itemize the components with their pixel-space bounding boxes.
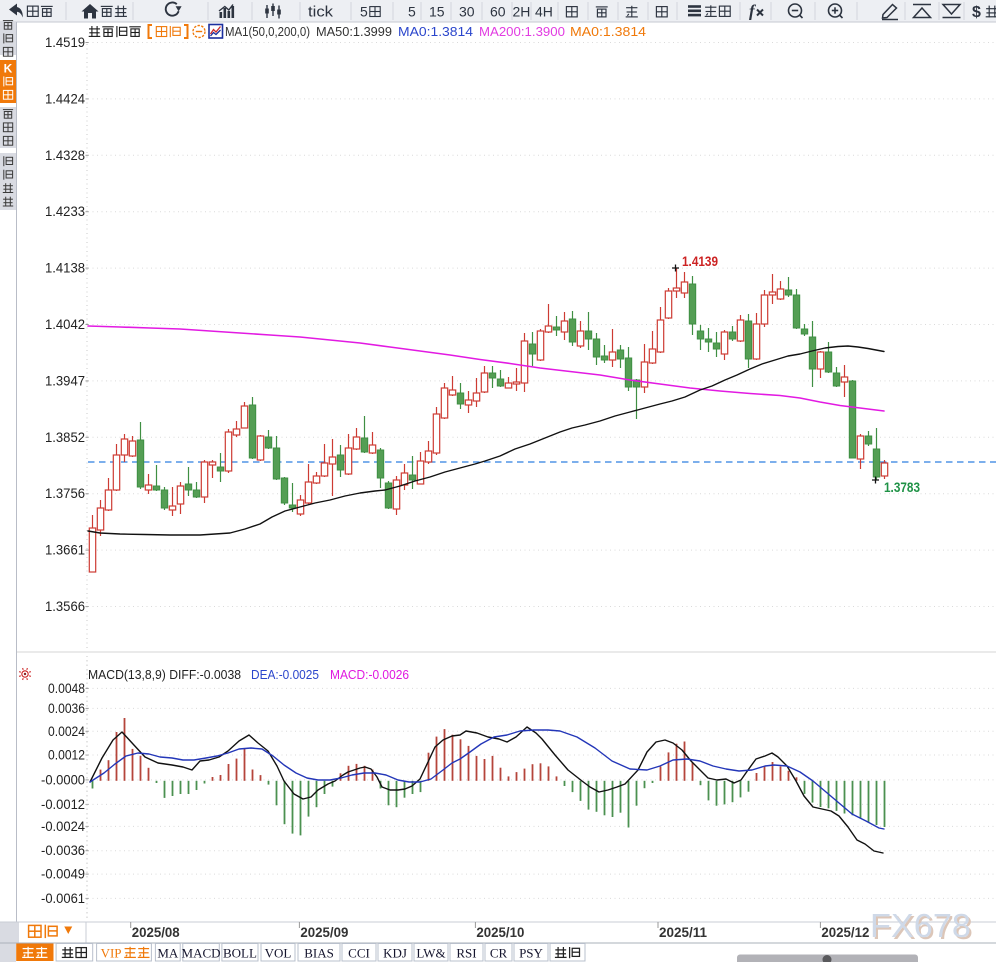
svg-text:2025/08: 2025/08 xyxy=(132,925,180,940)
svg-text:2025/10: 2025/10 xyxy=(476,925,524,940)
svg-text:KDJ: KDJ xyxy=(383,946,407,961)
svg-text:-0.0012: -0.0012 xyxy=(41,797,85,812)
svg-text:-0.0036: -0.0036 xyxy=(41,843,85,858)
svg-text:2H: 2H xyxy=(513,4,531,20)
svg-text:30: 30 xyxy=(459,4,475,20)
svg-text:1.4519: 1.4519 xyxy=(45,35,85,50)
svg-text:-0.0000: -0.0000 xyxy=(41,772,85,787)
svg-text:FX678: FX678 xyxy=(872,909,973,946)
svg-text:5: 5 xyxy=(360,4,368,20)
svg-text:2025/11: 2025/11 xyxy=(659,925,707,940)
svg-text:4H: 4H xyxy=(535,4,553,20)
svg-text:MACD:-0.0026: MACD:-0.0026 xyxy=(330,667,409,682)
svg-text:0.0048: 0.0048 xyxy=(48,681,85,696)
svg-text:FX678: FX678 xyxy=(870,907,971,944)
svg-text:PSY: PSY xyxy=(519,946,543,961)
svg-text:MA: MA xyxy=(157,946,179,961)
svg-text:1.3566: 1.3566 xyxy=(45,599,85,614)
svg-text:LW&: LW& xyxy=(416,946,445,961)
svg-text:1.3852: 1.3852 xyxy=(45,430,85,445)
svg-text:1.4042: 1.4042 xyxy=(45,317,85,332)
svg-text:15: 15 xyxy=(429,4,445,20)
svg-text:0.0036: 0.0036 xyxy=(48,701,85,716)
svg-text:RSI: RSI xyxy=(456,946,476,961)
svg-text:MA0:1.3814: MA0:1.3814 xyxy=(398,24,473,39)
svg-text:2025/09: 2025/09 xyxy=(300,925,348,940)
svg-text:5: 5 xyxy=(408,4,416,20)
svg-text:1.4328: 1.4328 xyxy=(45,148,85,163)
svg-text:0.0024: 0.0024 xyxy=(48,724,85,739)
svg-text:1.4138: 1.4138 xyxy=(45,261,85,276)
svg-text:VIP: VIP xyxy=(101,946,122,961)
svg-text:MA0:1.3814: MA0:1.3814 xyxy=(570,24,646,39)
svg-text:1.4139: 1.4139 xyxy=(682,254,718,269)
svg-text:-0.0024: -0.0024 xyxy=(41,819,85,834)
svg-text:BIAS: BIAS xyxy=(304,946,334,961)
svg-text:BOLL: BOLL xyxy=(223,946,257,961)
svg-text:1.3756: 1.3756 xyxy=(45,486,85,501)
svg-text:1.4233: 1.4233 xyxy=(45,204,85,219)
svg-text:f: f xyxy=(749,2,757,21)
svg-text:-0.0061: -0.0061 xyxy=(41,891,85,906)
svg-text:MA200:1.3900: MA200:1.3900 xyxy=(479,24,565,39)
svg-text:60: 60 xyxy=(490,4,506,20)
svg-text:1.3661: 1.3661 xyxy=(45,543,85,558)
svg-text:1.3783: 1.3783 xyxy=(884,480,920,495)
svg-text:CR: CR xyxy=(490,946,508,961)
svg-text:CCI: CCI xyxy=(348,946,370,961)
svg-text:MACD(13,8,9) DIFF:-0.0038: MACD(13,8,9) DIFF:-0.0038 xyxy=(88,667,241,682)
svg-text:MACD: MACD xyxy=(182,946,221,961)
svg-text:MA1(50,0,200,0): MA1(50,0,200,0) xyxy=(225,24,310,39)
svg-text:DEA:-0.0025: DEA:-0.0025 xyxy=(251,667,319,682)
svg-text:$: $ xyxy=(972,4,981,21)
svg-text:0.0012: 0.0012 xyxy=(48,748,85,763)
svg-text:2025/12: 2025/12 xyxy=(821,925,869,940)
svg-text:VOL: VOL xyxy=(265,946,292,961)
svg-text:K: K xyxy=(4,62,13,76)
svg-text:tick: tick xyxy=(308,4,334,21)
svg-text:-0.0049: -0.0049 xyxy=(41,867,85,882)
svg-text:1.4424: 1.4424 xyxy=(45,91,85,106)
svg-text:MA50:1.3999: MA50:1.3999 xyxy=(316,24,392,39)
svg-text:1.3947: 1.3947 xyxy=(45,373,85,388)
